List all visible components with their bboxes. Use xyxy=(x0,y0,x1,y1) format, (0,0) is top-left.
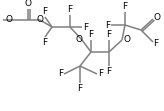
Text: F: F xyxy=(83,23,88,32)
Text: F: F xyxy=(106,30,112,39)
Text: F: F xyxy=(77,84,82,93)
Text: O: O xyxy=(123,36,130,45)
Text: F: F xyxy=(58,69,63,78)
Text: O: O xyxy=(5,16,12,25)
Text: F: F xyxy=(42,38,48,47)
Text: F: F xyxy=(153,39,158,48)
Text: O: O xyxy=(75,35,82,44)
Text: F: F xyxy=(67,5,72,14)
Text: O: O xyxy=(153,14,160,23)
Text: F: F xyxy=(106,67,112,76)
Text: F: F xyxy=(98,69,103,78)
Text: F: F xyxy=(123,2,128,11)
Text: F: F xyxy=(42,7,48,16)
Text: F: F xyxy=(105,21,110,30)
Text: O: O xyxy=(24,0,31,8)
Text: F: F xyxy=(88,30,94,39)
Text: O: O xyxy=(37,16,43,25)
